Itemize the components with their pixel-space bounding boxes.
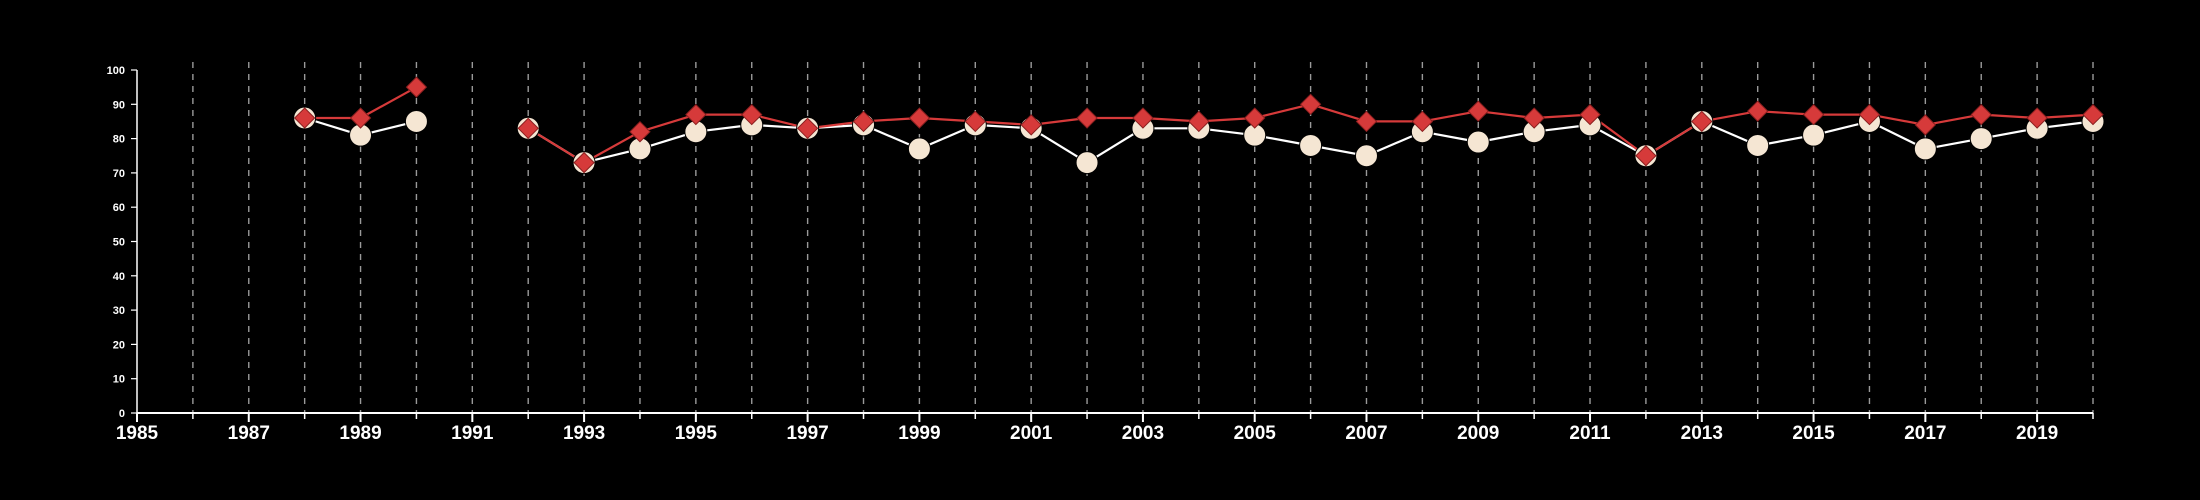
data-point-diamond — [1746, 100, 1769, 122]
data-point-diamond — [1970, 103, 1992, 126]
data-point-diamond — [964, 110, 986, 133]
data-point-diamond — [2082, 103, 2104, 126]
data-point-diamond — [1020, 114, 1042, 136]
axes: 0 10 20 30 40 50 60 70 80 90 100 1985 1987 1989 1991 19… — [107, 65, 2094, 444]
data-point-circle — [1354, 144, 1378, 168]
data-point-circle — [1299, 133, 1323, 157]
data-point-diamond — [1914, 114, 1937, 136]
data-point-diamond — [517, 117, 539, 140]
y-tick-label: 70 — [113, 168, 125, 180]
data-point-circle — [1746, 133, 1770, 157]
data-point-circle — [1802, 123, 1826, 147]
x-tick-label: 1993 — [563, 423, 605, 444]
x-tick-label: 1999 — [898, 423, 940, 444]
x-tick-label: 1995 — [675, 423, 718, 444]
x-tick-label: 2007 — [1345, 423, 1387, 444]
x-tick-label: 1985 — [116, 423, 159, 444]
y-tick-label: 80 — [113, 134, 125, 146]
x-tick-label: 2013 — [1681, 423, 1723, 444]
x-tick-label: 1991 — [451, 423, 494, 444]
y-tick-label: 10 — [113, 374, 125, 386]
data-point-circle — [1466, 130, 1490, 154]
y-tick-label: 30 — [113, 305, 125, 317]
data-point-diamond — [741, 103, 763, 126]
data-point-diamond — [852, 110, 875, 133]
data-point-circle — [1075, 151, 1099, 175]
x-tick-label: 1997 — [786, 423, 828, 444]
y-tick-label: 50 — [113, 237, 125, 249]
data-point-diamond — [573, 151, 595, 174]
y-tick-label: 100 — [107, 65, 125, 77]
x-tick-label: 2003 — [1122, 423, 1164, 444]
x-tick-label: 2017 — [1904, 423, 1946, 444]
data-point-diamond — [1299, 93, 1322, 116]
data-point-diamond — [685, 103, 707, 126]
data-point-diamond — [293, 107, 316, 129]
y-tick-label: 20 — [113, 339, 125, 351]
y-tick-label: 40 — [113, 271, 125, 283]
y-tick-label: 0 — [119, 408, 125, 420]
x-tick-label: 2015 — [1792, 423, 1835, 444]
data-point-diamond — [2026, 107, 2048, 129]
data-point-diamond — [1523, 107, 1545, 129]
data-series — [293, 76, 2105, 175]
data-point-circle — [404, 109, 428, 133]
data-point-diamond — [629, 121, 651, 143]
x-tick-label: 2005 — [1234, 423, 1277, 444]
data-point-diamond — [1411, 110, 1434, 133]
x-tick-label: 2011 — [1569, 423, 1611, 444]
data-point-circle — [1913, 137, 1937, 161]
data-point-circle — [907, 137, 931, 161]
data-point-diamond — [908, 107, 931, 129]
data-point-diamond — [1355, 110, 1378, 133]
data-point-diamond — [1188, 110, 1210, 133]
data-point-diamond — [1802, 103, 1825, 126]
y-tick-label: 90 — [113, 99, 125, 111]
data-point-diamond — [405, 76, 428, 98]
x-tick-label: 1989 — [339, 423, 381, 444]
data-point-diamond — [349, 107, 372, 129]
data-point-diamond — [1076, 107, 1098, 129]
data-point-diamond — [1691, 110, 1713, 133]
data-point-diamond — [1467, 100, 1489, 122]
x-tick-label: 2009 — [1457, 423, 1499, 444]
data-point-diamond — [1635, 145, 1657, 167]
data-point-diamond — [1579, 103, 1601, 126]
grid-lines — [192, 62, 2094, 413]
data-point-diamond — [1244, 107, 1266, 129]
x-tick-label: 1987 — [228, 423, 270, 444]
y-tick-label: 60 — [113, 202, 125, 214]
data-point-circle — [1969, 127, 1993, 151]
data-point-diamond — [796, 117, 819, 140]
series-1-markers — [293, 76, 2104, 174]
x-tick-label: 2019 — [2016, 423, 2058, 444]
x-tick-label: 2001 — [1010, 423, 1053, 444]
data-point-diamond — [1858, 103, 1881, 126]
data-point-diamond — [1132, 107, 1154, 129]
